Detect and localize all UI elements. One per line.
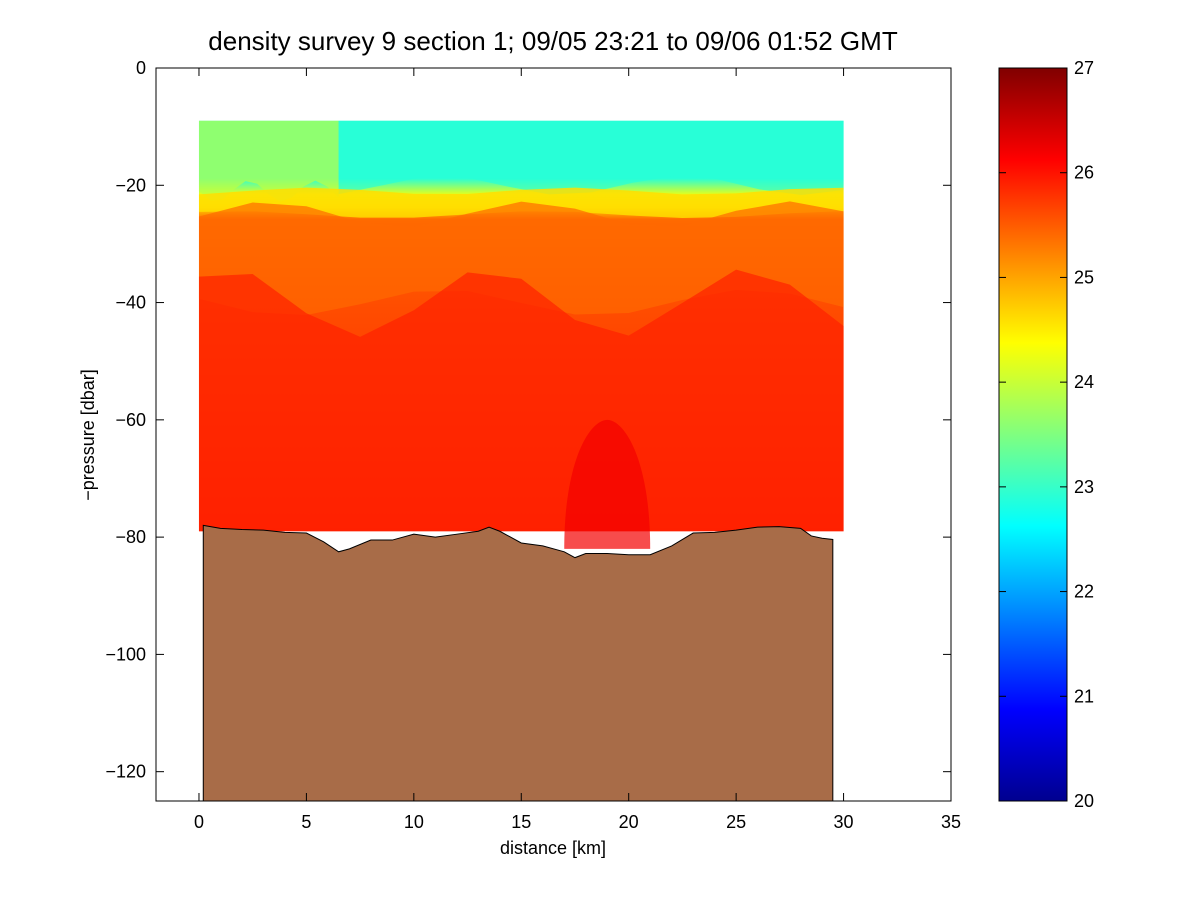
y-axis-label: −pressure [dbar] bbox=[78, 369, 98, 501]
density-layer bbox=[198, 201, 844, 315]
x-tick-label: 10 bbox=[404, 812, 424, 832]
x-tick-label: 0 bbox=[194, 812, 204, 832]
y-tick-label: −60 bbox=[115, 410, 146, 430]
x-tick-label: 20 bbox=[619, 812, 639, 832]
density-layer bbox=[564, 419, 651, 549]
y-tick-label: −40 bbox=[115, 293, 146, 313]
colorbar-tick-label: 23 bbox=[1074, 477, 1094, 497]
y-tick-label: 0 bbox=[136, 58, 146, 78]
x-axis: 0 5 10 15 20 25 30 35 bbox=[194, 68, 961, 832]
colorbar-tick-label: 25 bbox=[1074, 267, 1094, 287]
y-tick-label: −100 bbox=[105, 644, 146, 664]
colorbar-tick-label: 24 bbox=[1074, 372, 1094, 392]
colorbar-tick-label: 26 bbox=[1074, 163, 1094, 183]
bathymetry-seafloor bbox=[202, 524, 834, 801]
y-tick-label: −120 bbox=[105, 762, 146, 782]
chart-title: density survey 9 section 1; 09/05 23:21 … bbox=[208, 26, 898, 56]
colorbar-tick-label: 27 bbox=[1074, 58, 1094, 78]
y-axis: 0 −20 −40 −60 −80 −100 −120 bbox=[105, 58, 951, 782]
x-tick-label: 5 bbox=[301, 812, 311, 832]
density-layer bbox=[198, 120, 339, 202]
x-axis-label: distance [km] bbox=[500, 838, 606, 858]
x-tick-label: 30 bbox=[834, 812, 854, 832]
x-tick-label: 15 bbox=[511, 812, 531, 832]
x-tick-label: 25 bbox=[726, 812, 746, 832]
colorbar-tick-label: 20 bbox=[1074, 791, 1094, 811]
plot-area bbox=[198, 120, 844, 801]
density-layer bbox=[198, 269, 844, 532]
y-tick-label: −20 bbox=[115, 175, 146, 195]
colorbar-tick-label: 22 bbox=[1074, 582, 1094, 602]
colorbar bbox=[998, 67, 1068, 802]
axes-frame bbox=[155, 67, 952, 802]
colorbar-axis: 20 21 22 23 24 25 26 27 bbox=[999, 58, 1094, 811]
colorbar-tick-label: 21 bbox=[1074, 686, 1094, 706]
density-layer bbox=[338, 120, 844, 195]
y-tick-label: −80 bbox=[115, 527, 146, 547]
x-tick-label: 35 bbox=[941, 812, 961, 832]
